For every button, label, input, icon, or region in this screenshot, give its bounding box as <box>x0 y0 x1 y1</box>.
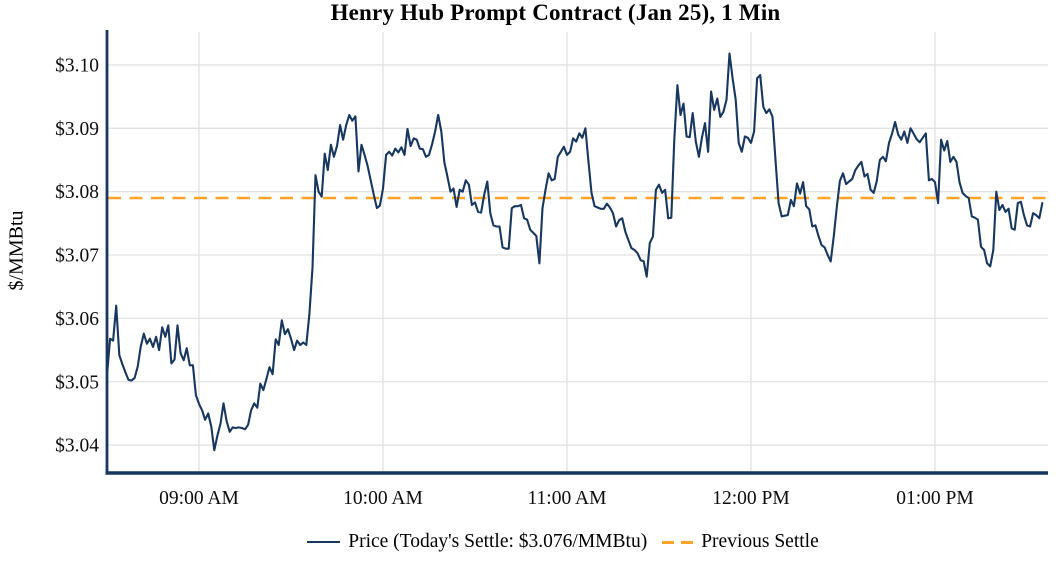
chart-title: Henry Hub Prompt Contract (Jan 25), 1 Mi… <box>330 0 781 25</box>
y-tick-label: $3.05 <box>55 372 99 393</box>
x-tick-label: 11:00 AM <box>528 488 607 509</box>
x-tick-label: 09:00 AM <box>159 488 239 509</box>
y-tick-label: $3.06 <box>55 309 99 330</box>
legend-previous-settle-label: Previous Settle <box>701 531 819 552</box>
y-tick-label: $3.09 <box>55 119 99 140</box>
legend-item-previous-settle: Previous Settle <box>662 531 819 553</box>
legend-price-label: Price (Today's Settle: $3.076/MMBtu) <box>348 531 648 552</box>
x-tick-label: 12:00 PM <box>712 488 789 509</box>
x-tick-label: 01:00 PM <box>896 488 973 509</box>
legend-item-price: Price (Today's Settle: $3.076/MMBtu) <box>307 531 647 553</box>
y-tick-label: $3.08 <box>55 182 99 203</box>
y-tick-label: $3.04 <box>55 436 99 457</box>
x-tick-label: 10:00 AM <box>343 488 423 509</box>
price-line <box>105 52 1044 452</box>
legend: Price (Today's Settle: $3.076/MMBtu) Pre… <box>70 531 1056 553</box>
price-line-swatch <box>307 541 341 543</box>
y-tick-label: $3.07 <box>55 246 99 267</box>
y-tick-label: $3.10 <box>55 55 99 76</box>
previous-settle-dash-swatch <box>662 540 694 544</box>
